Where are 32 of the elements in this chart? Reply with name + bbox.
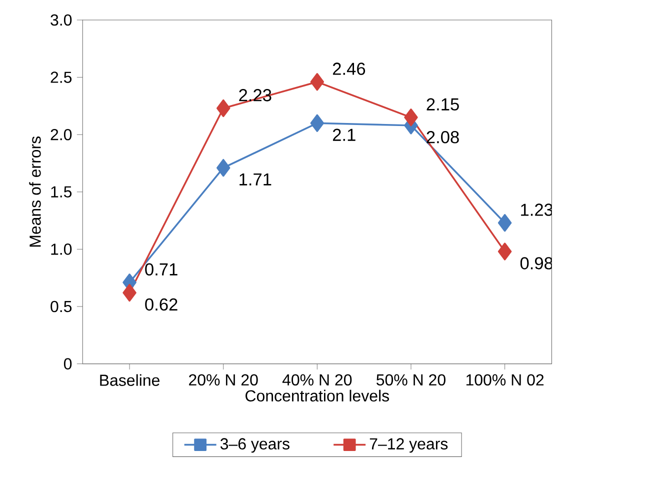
y-tick-label: 2.5	[50, 71, 72, 83]
y-tick-label: 0.5	[50, 300, 72, 312]
data-label: 0.62	[145, 298, 178, 310]
y-tick-label: 1.0	[51, 243, 72, 255]
point	[122, 284, 136, 302]
point	[310, 72, 324, 91]
point	[498, 242, 512, 260]
x-tick-label: 20% N 20	[189, 374, 258, 386]
x-tick-label: 40% N 20	[282, 374, 352, 386]
y-tick-label: 0	[64, 358, 72, 370]
y-axis-title: Means of errors	[29, 136, 41, 246]
point	[216, 99, 230, 117]
legend-label: 3–6 years	[220, 438, 290, 452]
legend-label: 7–12 years	[370, 438, 448, 452]
data-label: 1.71	[240, 173, 272, 186]
point	[310, 114, 324, 132]
y-tick-label: 1.5	[51, 186, 72, 198]
point	[498, 214, 512, 232]
point	[216, 158, 230, 176]
data-label: 2.15	[426, 98, 459, 110]
y-tick-label: 2.0	[50, 128, 72, 140]
data-label: 2.08	[426, 130, 459, 144]
data-label: 2.23	[239, 88, 272, 102]
x-axis-title: Concentration levels	[246, 390, 389, 402]
data-label: 2.1	[332, 128, 356, 141]
y-tick-label: 3.0	[50, 14, 72, 26]
x-tick-label: 100% N 02	[466, 374, 544, 386]
data-label: 2.46	[332, 62, 366, 75]
x-tick-label: 50% N 20	[376, 374, 446, 386]
point	[404, 108, 418, 126]
x-tick-label: Baseline	[100, 374, 160, 386]
data-label: 0.71	[145, 263, 178, 276]
